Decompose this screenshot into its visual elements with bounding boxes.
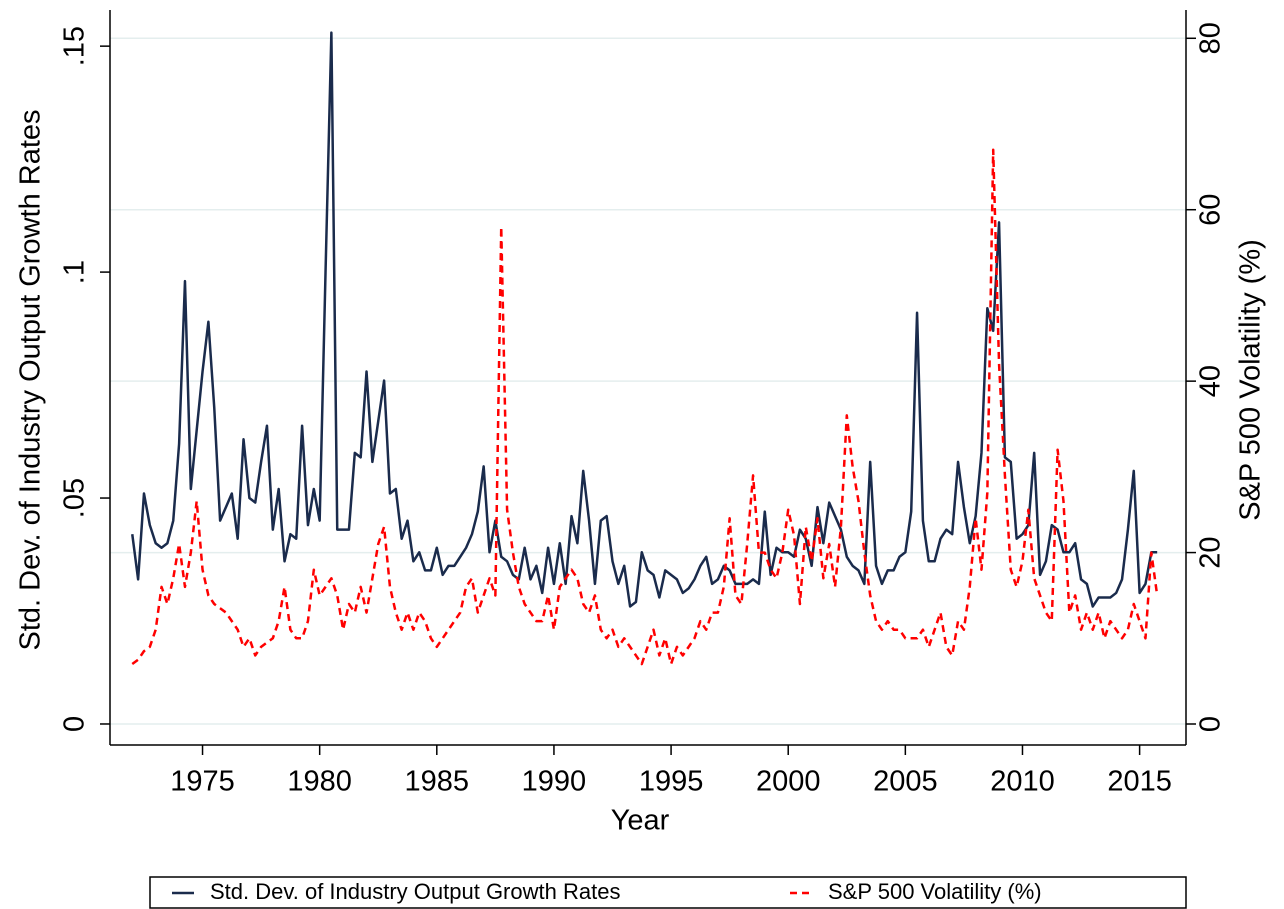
y2-axis-title: S&P 500 Volatility (%) (1235, 239, 1267, 521)
y2-tick-label: 0 (1195, 716, 1227, 732)
x-tick-label: 2005 (873, 766, 938, 798)
legend: Std. Dev. of Industry Output Growth Rate… (172, 879, 1042, 904)
data-line (131, 31, 1158, 608)
y2-tick-label: 60 (1195, 194, 1227, 226)
x-axis-title: Year (611, 805, 670, 837)
y2-tick-label: 40 (1195, 365, 1227, 397)
x-tick-label: 2000 (756, 766, 821, 798)
x-tick-label: 2010 (990, 766, 1055, 798)
y-tick-label: .1 (59, 260, 91, 284)
y-tick-label: .15 (59, 26, 91, 66)
y2-tick-label: 80 (1195, 22, 1227, 54)
legend-label: S&P 500 Volatility (%) (828, 879, 1042, 904)
x-tick-label: 1990 (522, 766, 587, 798)
y-axis-title: Std. Dev. of Industry Output Growth Rate… (15, 109, 47, 650)
legend-label: Std. Dev. of Industry Output Growth Rate… (210, 879, 620, 904)
x-tick-label: 1985 (405, 766, 470, 798)
x-tick-label: 1980 (287, 766, 352, 798)
y-tick-label: 0 (59, 716, 91, 732)
x-tick-label: 2015 (1107, 766, 1172, 798)
legend-box (149, 876, 1187, 909)
y2-tick-label: 20 (1195, 536, 1227, 568)
x-tick-label: 1995 (639, 766, 704, 798)
data-line (131, 148, 1159, 666)
x-tick-label: 1975 (170, 766, 235, 798)
y-tick-label: .05 (59, 478, 91, 518)
